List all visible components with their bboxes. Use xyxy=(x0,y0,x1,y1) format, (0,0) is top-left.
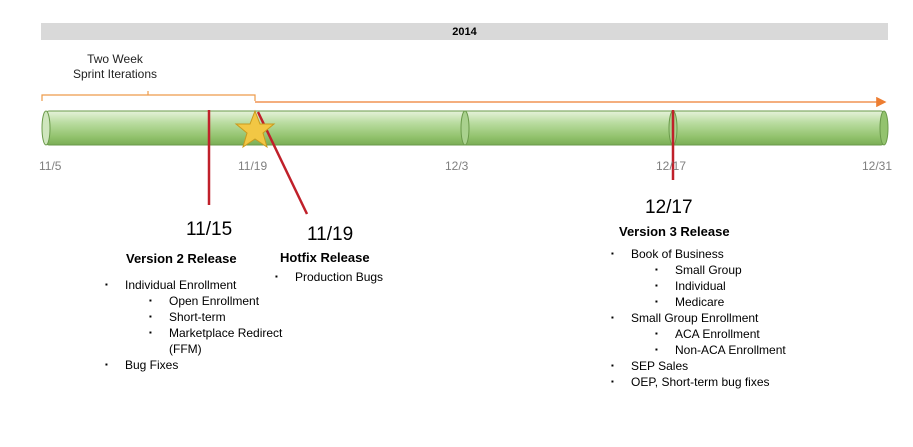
list-item: OEP, Short-term bug fixes xyxy=(611,374,851,390)
date-label-5: 12/31 xyxy=(862,159,893,173)
list-item: Production Bugs xyxy=(275,269,435,285)
year-label: 2014 xyxy=(452,25,477,38)
year-header-bar: 2014 xyxy=(41,23,888,40)
date-label-1: 11/5 xyxy=(39,159,62,173)
list-item: SEP Sales xyxy=(611,358,851,374)
date-label-4: 12/17 xyxy=(656,159,687,173)
sprint-iterations-label: Two Week Sprint Iterations xyxy=(60,52,170,82)
star-icon xyxy=(234,109,276,149)
release-items-v2: Individual Enrollment Open Enrollment Sh… xyxy=(105,277,315,373)
list-item: (FFM) xyxy=(169,342,202,356)
list-item: Small Group xyxy=(611,262,851,278)
timeline-tube xyxy=(41,110,889,146)
release-items-v3: Book of Business Small Group Individual … xyxy=(611,246,851,390)
tube-joint-1 xyxy=(460,110,470,146)
tube-cap-right xyxy=(879,110,889,146)
date-label-3: 12/3 xyxy=(445,159,469,173)
sprint-label-line-1: Two Week xyxy=(87,52,143,66)
release-date-v2: 11/15 xyxy=(186,219,233,240)
tube-cap-left xyxy=(41,110,51,146)
list-item: Small Group Enrollment xyxy=(611,310,851,326)
list-item: Marketplace Redirect xyxy=(105,325,315,341)
list-item: Bug Fixes xyxy=(105,357,315,373)
list-item: Medicare xyxy=(611,294,851,310)
sprint-label-line-2: Sprint Iterations xyxy=(72,67,158,81)
list-item: Individual xyxy=(611,278,851,294)
release-title-v3: Version 3 Release xyxy=(619,224,730,239)
list-item: Individual Enrollment xyxy=(105,277,315,293)
list-item: Non-ACA Enrollment xyxy=(611,342,851,358)
sprint-bracket xyxy=(41,91,256,101)
list-item: ACA Enrollment xyxy=(611,326,851,342)
date-label-2: 11/19 xyxy=(238,159,268,173)
release-title-v2: Version 2 Release xyxy=(126,251,237,266)
release-date-v3: 12/17 xyxy=(645,197,693,218)
release-title-hotfix: Hotfix Release xyxy=(280,250,370,265)
list-item: Short-term xyxy=(105,309,315,325)
release-items-hotfix: Production Bugs xyxy=(275,269,435,285)
release-date-hotfix: 11/19 xyxy=(307,224,354,245)
list-item: Book of Business xyxy=(611,246,851,262)
list-item: Open Enrollment xyxy=(105,293,315,309)
